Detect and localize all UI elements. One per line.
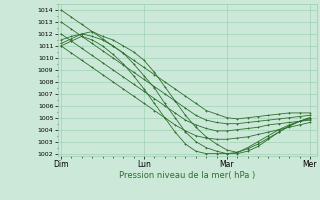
X-axis label: Pression niveau de la mer( hPa ): Pression niveau de la mer( hPa ) [119, 171, 255, 180]
